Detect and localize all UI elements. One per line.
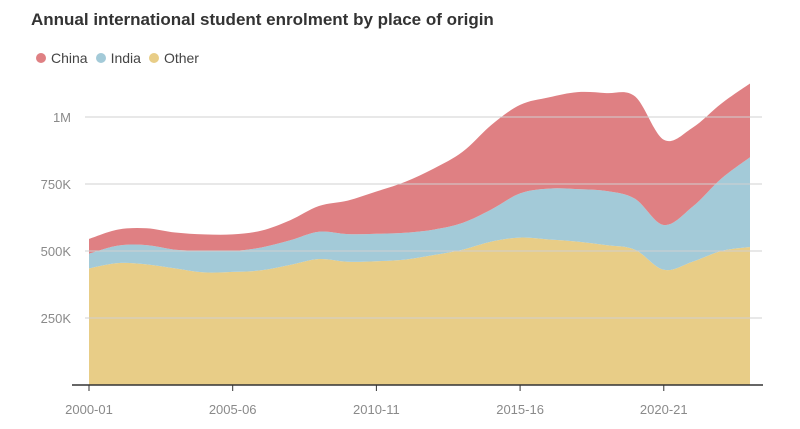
area-series-group [89, 83, 750, 385]
x-axis-ticks: 2000-01 2005-06 2010-11 2015-16 2020-21 [65, 385, 688, 417]
legend-item-other: Other [148, 50, 199, 66]
legend-item-china: China [36, 50, 88, 66]
y-axis-tick-labels: 250K 500K 750K 1M [41, 110, 72, 326]
x-tick-label: 2000-01 [65, 402, 113, 417]
y-tick-label: 750K [41, 177, 72, 192]
area-other [89, 237, 750, 385]
y-tick-label: 500K [41, 244, 72, 259]
gridline-group [85, 116, 762, 319]
legend-label-other: Other [163, 50, 199, 66]
x-tick-label: 2005-06 [209, 402, 257, 417]
legend-swatch-china [36, 53, 46, 63]
x-tick-label: 2020-21 [640, 402, 688, 417]
chart-legend: China India Other [36, 50, 207, 66]
legend-label-india: India [110, 50, 141, 66]
y-tick-label: 1M [53, 110, 71, 125]
legend-item-india: India [95, 50, 141, 66]
legend-label-china: China [51, 50, 88, 66]
legend-swatch-india [95, 53, 106, 63]
area-china [89, 83, 750, 254]
x-tick-label: 2015-16 [496, 402, 544, 417]
legend-swatch-other [148, 53, 159, 63]
x-tick-label: 2010-11 [353, 402, 400, 417]
chart-title: Annual international student enrolment b… [31, 10, 494, 29]
y-tick-label: 250K [41, 311, 72, 326]
area-india [89, 157, 750, 273]
